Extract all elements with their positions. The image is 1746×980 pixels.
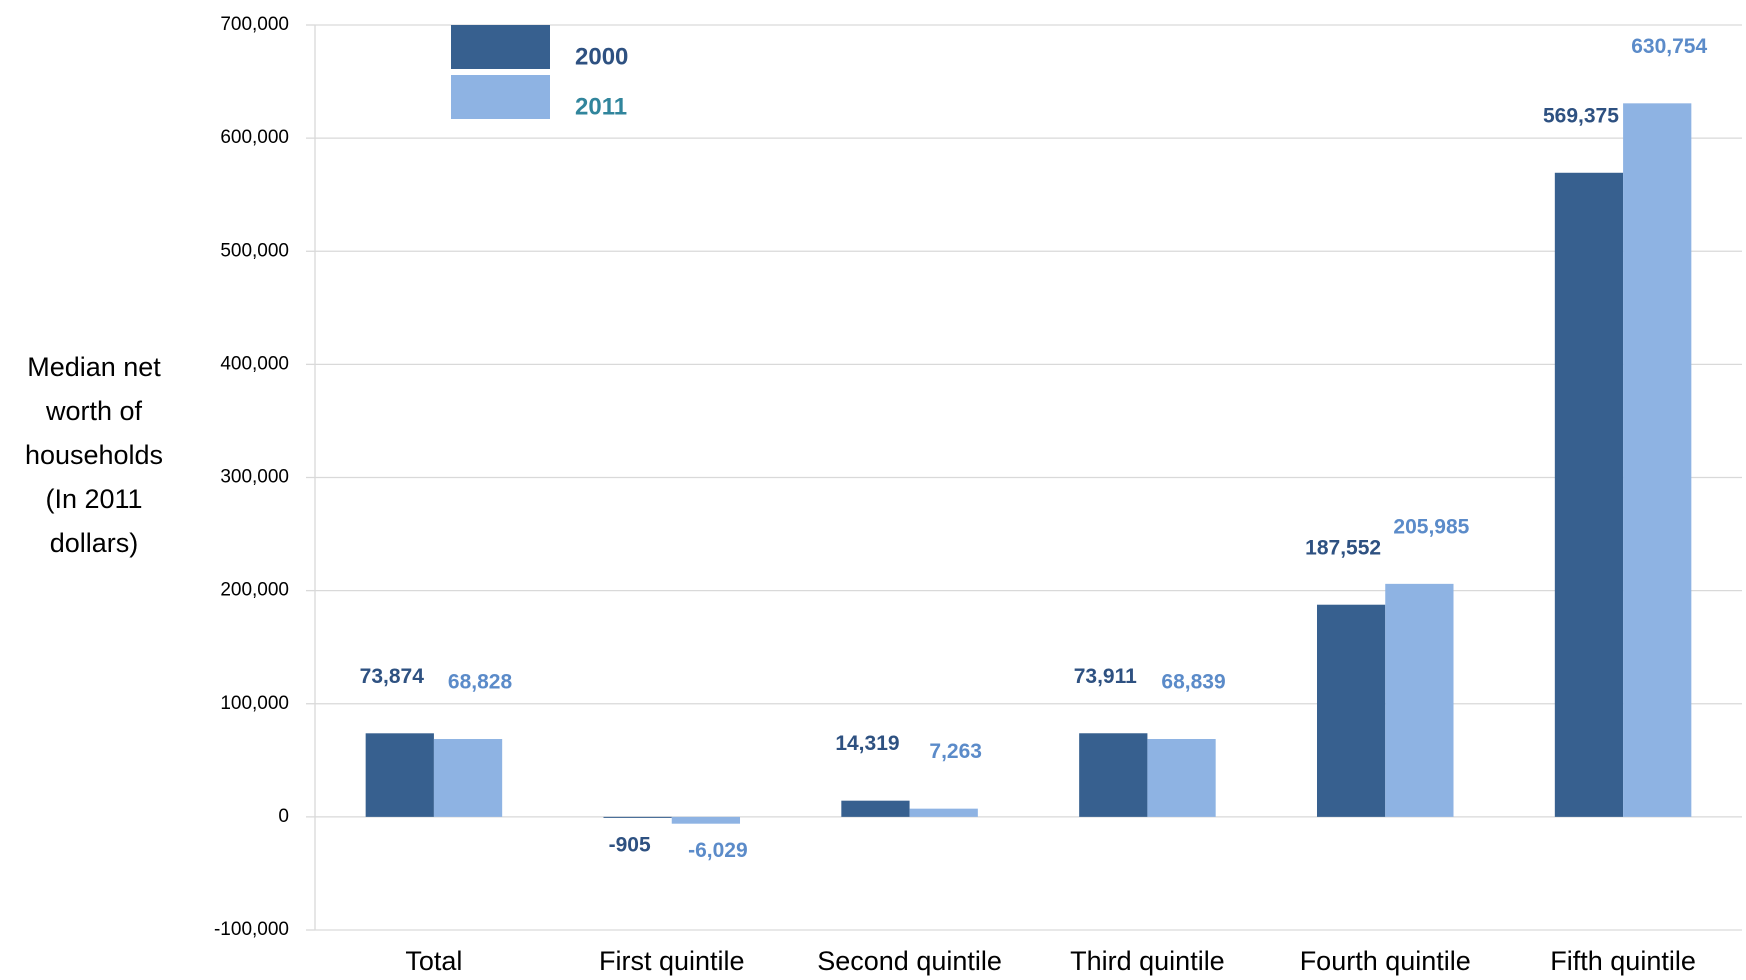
data-label: 68,839	[1161, 671, 1225, 694]
legend-label: 2000	[575, 43, 628, 70]
bar	[1147, 739, 1216, 817]
bar	[1316, 604, 1386, 817]
y-tick-label: 700,000	[220, 14, 289, 35]
data-label: 73,874	[360, 665, 425, 688]
data-label: 73,911	[1074, 665, 1137, 688]
bar	[1554, 172, 1624, 817]
bar	[365, 733, 434, 817]
legend-swatch	[451, 25, 550, 69]
x-tick-label: Fourth quintile	[1300, 946, 1471, 976]
bar	[909, 808, 978, 817]
y-tick-label: 300,000	[220, 467, 289, 488]
data-label: 68,828	[448, 671, 513, 694]
data-label: 187,552	[1305, 536, 1381, 559]
y-tick-label: 400,000	[220, 353, 289, 374]
data-label: 205,985	[1393, 515, 1469, 538]
y-tick-label: 200,000	[220, 580, 289, 601]
bar	[433, 739, 503, 817]
bar	[1385, 583, 1454, 817]
y-tick-label: 500,000	[220, 240, 289, 261]
bar	[1079, 733, 1148, 817]
bar	[841, 800, 910, 817]
y-tick-label: -100,000	[214, 919, 289, 940]
x-tick-label: First quintile	[599, 946, 745, 976]
data-label: -6,029	[688, 839, 748, 862]
y-tick-label: 0	[278, 806, 289, 827]
bar	[671, 816, 741, 824]
data-label: -905	[609, 833, 651, 856]
data-label: 14,319	[835, 732, 899, 755]
x-tick-label: Total	[405, 946, 462, 976]
bar	[603, 816, 672, 818]
legend-label: 2011	[575, 93, 627, 120]
bar	[1623, 103, 1692, 817]
y-axis-label: Median net worth of households (In 2011 …	[24, 352, 164, 558]
x-tick-label: Fifth quintile	[1550, 946, 1696, 976]
x-tick-label: Second quintile	[817, 946, 1002, 976]
data-label: 569,375	[1543, 104, 1619, 127]
legend-swatch	[451, 75, 550, 119]
data-label: 7,263	[929, 740, 982, 763]
x-tick-label: Third quintile	[1070, 946, 1225, 976]
y-tick-label: 600,000	[220, 127, 289, 148]
data-label: 630,754	[1631, 35, 1707, 58]
y-tick-label: 100,000	[220, 693, 289, 714]
